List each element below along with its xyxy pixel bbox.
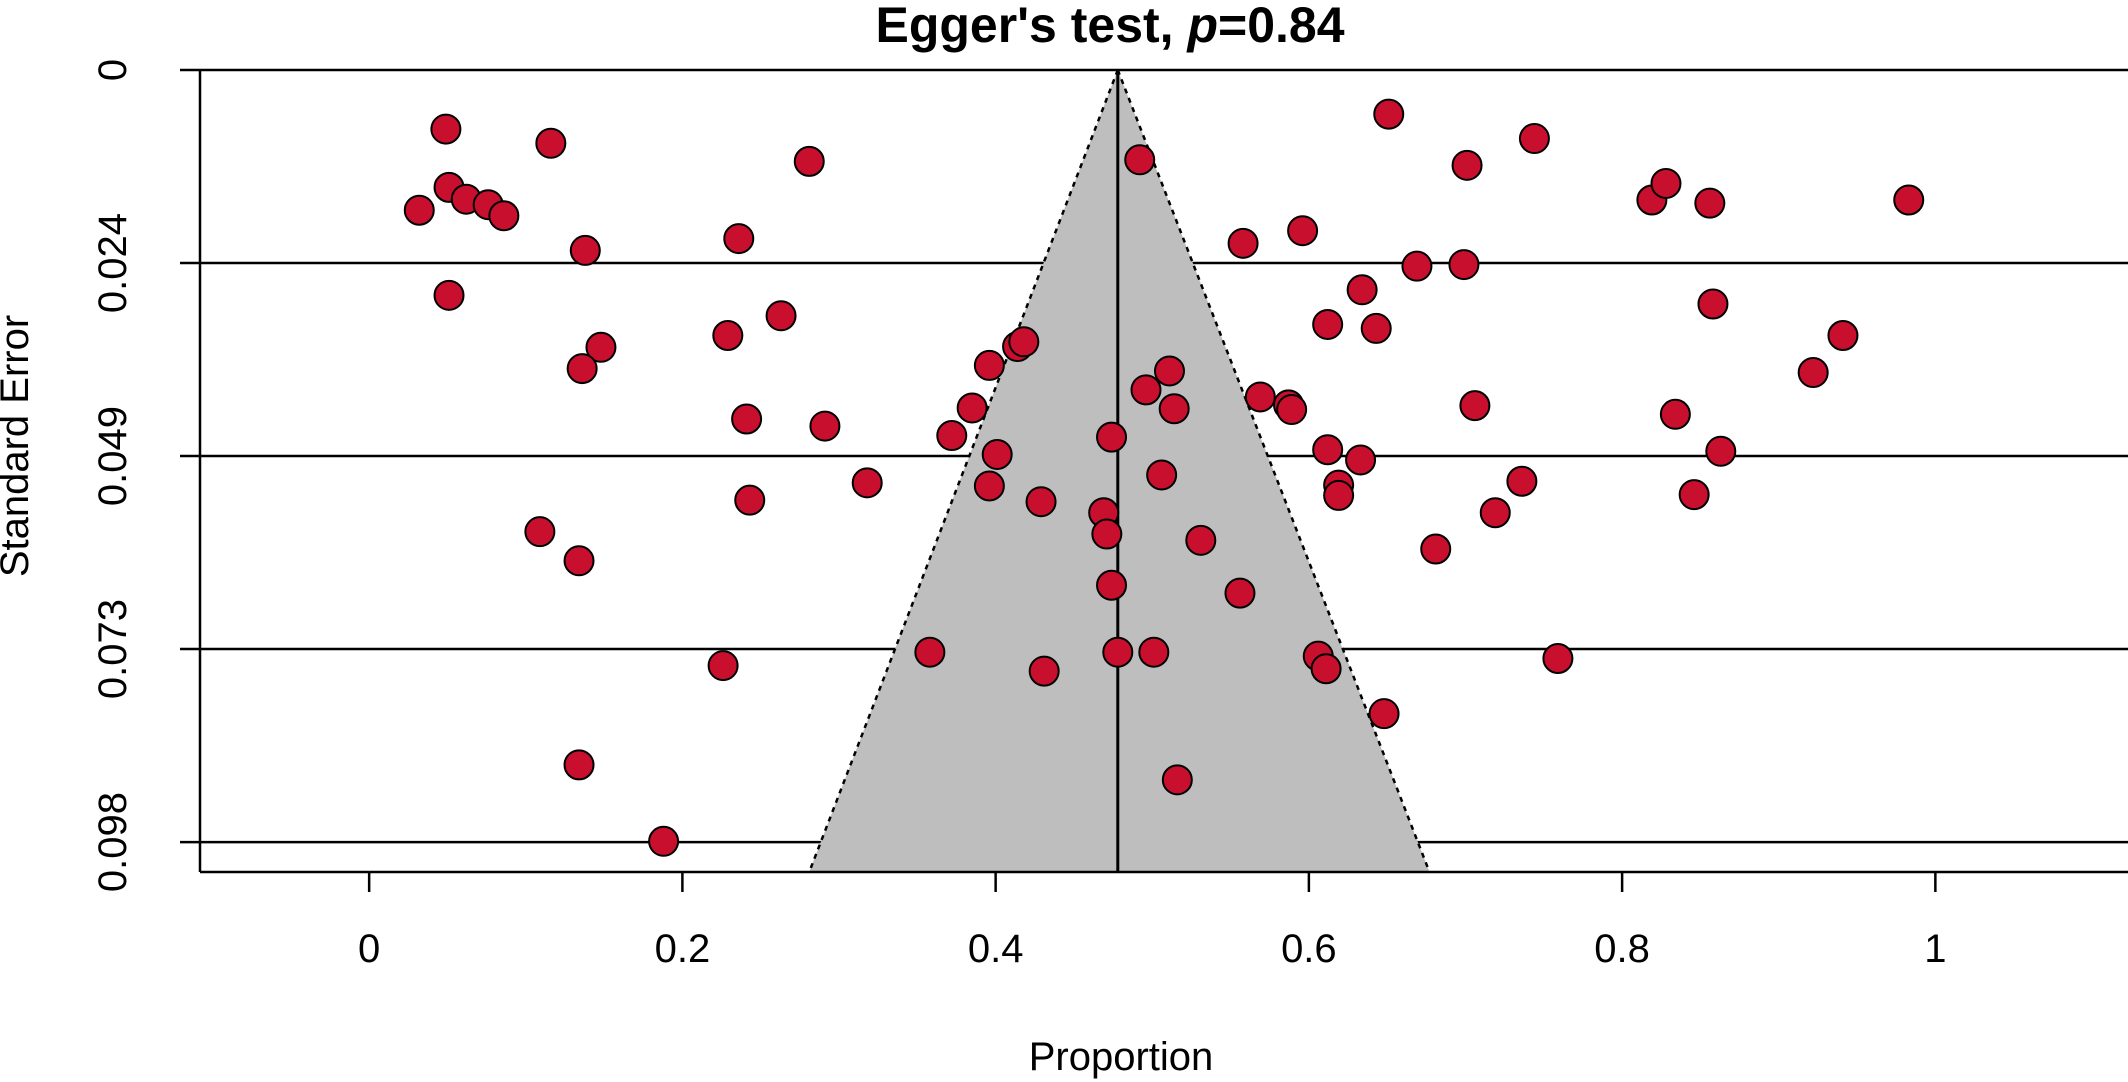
study-point (1096, 569, 1128, 601)
study-point (535, 127, 567, 159)
x-axis-label: Proportion (1029, 1035, 1214, 1079)
study-point (1694, 187, 1726, 219)
y-tick-label: 0.024 (91, 213, 135, 313)
study-point (1373, 98, 1405, 130)
study-point (956, 392, 988, 424)
study-point (793, 145, 825, 177)
study-point (1276, 394, 1308, 426)
study-point (566, 353, 598, 385)
x-tick-label: 1 (1924, 927, 1946, 971)
study-point (712, 319, 744, 351)
study-point (488, 200, 520, 232)
study-point (1650, 167, 1682, 199)
study-point (1158, 393, 1190, 425)
chart-title: Egger's test, p=0.84 (875, 0, 1344, 53)
study-point (1659, 398, 1691, 430)
y-tick-label: 0.049 (91, 406, 135, 506)
study-point (569, 234, 601, 266)
x-tick-label: 0.8 (1594, 927, 1650, 971)
study-point (973, 470, 1005, 502)
study-point (1124, 144, 1156, 176)
study-point (1312, 434, 1344, 466)
study-point (430, 113, 462, 145)
study-point (1227, 227, 1259, 259)
study-point (734, 484, 766, 516)
study-point (403, 194, 435, 226)
study-point (1401, 250, 1433, 282)
study-point (1244, 381, 1276, 413)
study-point (1459, 390, 1491, 422)
funnel-right-bound (1116, 69, 1431, 873)
study-point (1008, 326, 1040, 358)
study-point (1153, 355, 1185, 387)
study-point (1138, 636, 1170, 668)
funnel-left-bound (808, 69, 1119, 873)
study-point (1542, 643, 1574, 675)
study-point (1287, 215, 1319, 247)
study-point (1102, 636, 1134, 668)
study-point (1797, 357, 1829, 389)
chart-title-p-value: =0.84 (1218, 0, 1345, 53)
study-point (1893, 184, 1925, 216)
funnel-triangle (809, 70, 1430, 872)
axes: 0 0.2 0.4 0.6 0.8 1 0 0.024 0.049 0.073 0.098 (91, 59, 2128, 971)
study-point (1345, 444, 1377, 476)
study-point (914, 636, 946, 668)
study-point (585, 331, 617, 363)
study-point (1479, 497, 1511, 529)
study-point (1518, 123, 1550, 155)
study-point (1697, 288, 1729, 320)
study-point (723, 223, 755, 255)
study-point (1451, 149, 1483, 181)
study-point (1146, 459, 1178, 491)
study-point (765, 300, 797, 332)
study-point (1705, 435, 1737, 467)
study-point (563, 749, 595, 781)
study-point (1827, 319, 1859, 351)
study-point (1420, 533, 1452, 565)
x-tick-label: 0.4 (968, 927, 1024, 971)
study-point (1506, 465, 1538, 497)
study-point (1346, 274, 1378, 306)
study-point (1185, 524, 1217, 556)
study-point (707, 650, 739, 682)
study-point (1224, 577, 1256, 609)
study-point (1028, 655, 1060, 687)
study-point (648, 825, 680, 857)
study-point (851, 467, 883, 499)
study-point (1360, 312, 1392, 344)
study-point (1323, 479, 1355, 511)
y-tick-label: 0.073 (91, 599, 135, 699)
study-point (1368, 698, 1400, 730)
funnel-region (808, 69, 1431, 873)
study-point (809, 410, 841, 442)
study-point (1161, 764, 1193, 796)
study-point (524, 516, 556, 548)
study-point (731, 403, 763, 435)
study-point (936, 420, 968, 452)
study-point (1091, 518, 1123, 550)
study-point (1096, 421, 1128, 453)
chart-title-text: Egger's test, (875, 0, 1187, 53)
study-point (1130, 374, 1162, 406)
study-point (981, 438, 1013, 470)
x-tick-label: 0.2 (655, 927, 711, 971)
y-tick-label: 0 (91, 59, 135, 81)
study-point (1310, 653, 1342, 685)
study-point (973, 349, 1005, 381)
y-axis-label: Standard Error (0, 315, 37, 577)
study-point (563, 545, 595, 577)
study-point (1678, 479, 1710, 511)
study-point (1025, 486, 1057, 518)
y-tick-label: 0.098 (91, 792, 135, 892)
chart-title-p-symbol: p (1185, 0, 1218, 53)
study-point (1312, 308, 1344, 340)
study-point (433, 279, 465, 311)
x-tick-label: 0.6 (1281, 927, 1337, 971)
x-tick-label: 0 (358, 927, 380, 971)
study-point (1448, 249, 1480, 281)
study-points (403, 98, 1925, 857)
